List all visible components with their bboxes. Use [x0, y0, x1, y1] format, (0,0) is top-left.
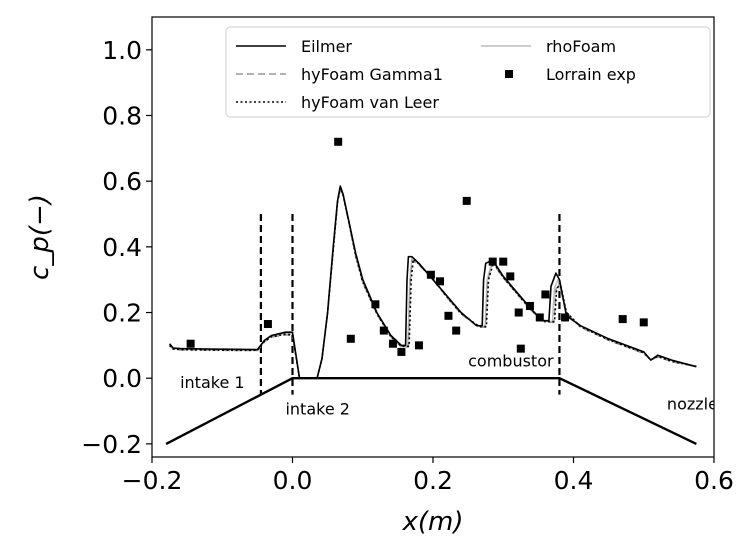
exp-point-18: [516, 344, 525, 353]
exp-point-24: [639, 318, 648, 327]
exp-point-7: [397, 347, 406, 356]
legend-label-1: hyFoam Gamma1: [301, 65, 443, 84]
axes: −0.2 0.0 0.2 0.4 0.6 −0.2 0.0 0.2 0.4 0.6 0.8 1.0 x(…: [25, 16, 734, 537]
annotation-label-2: combustor: [468, 352, 554, 371]
exp-point-5: [379, 326, 388, 335]
exp-point-9: [426, 270, 435, 279]
legend-box: [225, 26, 711, 118]
exp-point-15: [499, 257, 508, 266]
exp-point-3: [346, 334, 355, 343]
series-line-1: [169, 186, 697, 379]
plot-area: intake 1 intake 2 combustor nozzle: [165, 137, 718, 445]
y-tick-label-6: 1.0: [102, 36, 142, 65]
annotation-label-3: nozzle: [667, 394, 718, 413]
exp-point-1: [263, 320, 272, 329]
y-tick-label-4: 0.6: [102, 167, 142, 196]
x-tick-label-0: −0.2: [122, 466, 183, 495]
series-line-0: [168, 185, 697, 380]
exp-point-12: [452, 326, 461, 335]
y-tick-label-2: 0.2: [102, 299, 142, 328]
series-line-3: [169, 186, 697, 379]
x-tick-label-2: 0.2: [413, 466, 453, 495]
exp-point-14: [488, 257, 497, 266]
exp-point-11: [444, 311, 453, 320]
exp-point-19: [525, 301, 534, 310]
exp-point-0: [186, 339, 195, 348]
exp-point-20: [535, 313, 544, 322]
y-axis-label: c_p(−): [25, 194, 55, 280]
exp-point-21: [541, 290, 550, 299]
legend-label-4: Lorrain exp: [546, 65, 636, 84]
legend-marker-4: [505, 70, 513, 78]
exp-point-16: [506, 272, 515, 281]
exp-point-23: [618, 315, 627, 324]
x-axis-label: x(m): [401, 507, 463, 537]
annotation-label-1: intake 2: [285, 399, 349, 418]
exp-point-17: [514, 308, 523, 317]
x-tick-label-1: 0.0: [273, 466, 313, 495]
x-tick-label-3: 0.4: [554, 466, 594, 495]
exp-point-2: [334, 137, 343, 146]
exp-point-13: [462, 196, 471, 205]
exp-point-8: [414, 341, 423, 350]
exp-point-4: [371, 300, 380, 309]
legend-label-0: Eilmer: [301, 37, 352, 56]
geometry-outline: [165, 377, 697, 445]
y-tick-label-1: 0.0: [102, 364, 142, 393]
exp-point-6: [388, 339, 397, 348]
y-tick-label-0: −0.2: [81, 430, 142, 459]
legend: Eilmer hyFoam Gamma1 hyFoam van Leer rhoFoa…: [225, 26, 711, 118]
annotation-label-0: intake 1: [180, 373, 244, 392]
y-tick-label-5: 0.8: [102, 102, 142, 131]
exp-point-10: [436, 277, 445, 286]
plot-inner: intake 1 intake 2 combustor nozzle: [165, 137, 718, 445]
exp-point-22: [561, 313, 570, 322]
y-tick-label-3: 0.4: [102, 233, 142, 262]
x-tick-label-4: 0.6: [694, 466, 734, 495]
legend-label-2: hyFoam van Leer: [301, 93, 439, 112]
legend-label-3: rhoFoam: [546, 37, 616, 56]
